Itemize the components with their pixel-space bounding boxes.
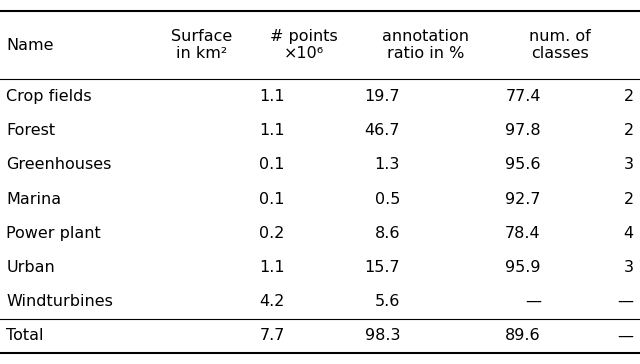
Text: 4.2: 4.2: [259, 294, 285, 309]
Text: 1.1: 1.1: [259, 89, 285, 104]
Text: —: —: [618, 328, 634, 344]
Text: 2: 2: [623, 191, 634, 207]
Text: annotation
ratio in %: annotation ratio in %: [382, 29, 469, 62]
Text: 89.6: 89.6: [505, 328, 541, 344]
Text: 98.3: 98.3: [365, 328, 400, 344]
Text: Total: Total: [6, 328, 44, 344]
Text: Name: Name: [6, 37, 54, 53]
Text: Windturbines: Windturbines: [6, 294, 113, 309]
Text: num. of
classes: num. of classes: [529, 29, 591, 62]
Text: 46.7: 46.7: [365, 123, 400, 138]
Text: Crop fields: Crop fields: [6, 89, 92, 104]
Text: 1.1: 1.1: [259, 260, 285, 275]
Text: 0.1: 0.1: [259, 157, 285, 173]
Text: 77.4: 77.4: [506, 89, 541, 104]
Text: 15.7: 15.7: [364, 260, 400, 275]
Text: Surface
in km²: Surface in km²: [171, 29, 232, 62]
Text: 8.6: 8.6: [374, 226, 400, 241]
Text: 3: 3: [623, 260, 634, 275]
Text: 1.3: 1.3: [374, 157, 400, 173]
Text: Power plant: Power plant: [6, 226, 101, 241]
Text: 0.1: 0.1: [259, 191, 285, 207]
Text: 0.2: 0.2: [259, 226, 285, 241]
Text: 19.7: 19.7: [364, 89, 400, 104]
Text: 7.7: 7.7: [259, 328, 285, 344]
Text: Greenhouses: Greenhouses: [6, 157, 112, 173]
Text: 95.9: 95.9: [506, 260, 541, 275]
Text: 92.7: 92.7: [506, 191, 541, 207]
Text: 5.6: 5.6: [374, 294, 400, 309]
Text: 2: 2: [623, 89, 634, 104]
Text: 2: 2: [623, 123, 634, 138]
Text: 1.1: 1.1: [259, 123, 285, 138]
Text: 97.8: 97.8: [505, 123, 541, 138]
Text: 78.4: 78.4: [505, 226, 541, 241]
Text: # points
×10⁶: # points ×10⁶: [270, 29, 338, 62]
Text: 4: 4: [623, 226, 634, 241]
Text: Forest: Forest: [6, 123, 56, 138]
Text: —: —: [525, 294, 541, 309]
Text: 95.6: 95.6: [506, 157, 541, 173]
Text: —: —: [618, 294, 634, 309]
Text: 3: 3: [623, 157, 634, 173]
Text: Marina: Marina: [6, 191, 61, 207]
Text: 0.5: 0.5: [374, 191, 400, 207]
Text: Urban: Urban: [6, 260, 55, 275]
